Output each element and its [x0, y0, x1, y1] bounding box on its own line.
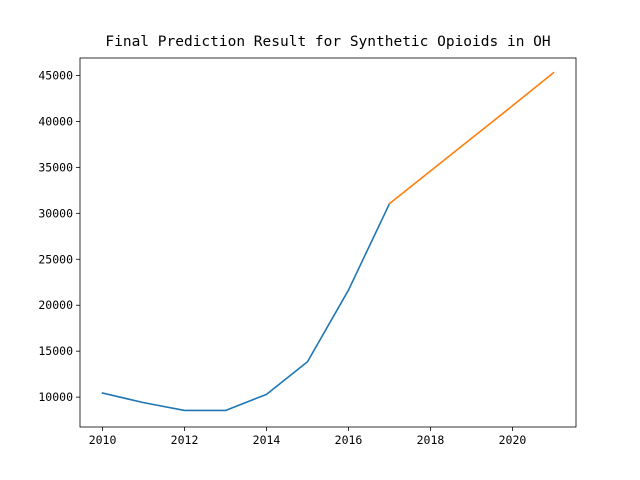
- y-axis: 10000 15000 20000 25000 30000 35000 40000 45000: [38, 68, 80, 404]
- series-layer: [101, 71, 555, 412]
- series-line-1: [101, 202, 391, 412]
- x-tick-label: 2018: [417, 433, 445, 447]
- y-tick-label: 45000: [38, 68, 73, 82]
- y-tick-label: 35000: [38, 160, 73, 174]
- series-line-2: [388, 71, 555, 205]
- x-tick-label: 2010: [89, 433, 117, 447]
- x-tick-label: 2016: [335, 433, 363, 447]
- plot-frame: [79, 57, 577, 428]
- y-tick-label: 30000: [38, 206, 73, 220]
- y-tick-label: 10000: [38, 390, 73, 404]
- y-tick-label: 25000: [38, 252, 73, 266]
- x-tick-label: 2020: [499, 433, 527, 447]
- y-tick-label: 15000: [38, 344, 73, 358]
- x-axis: 2010 2012 2014 2016 2018 2020: [89, 427, 527, 447]
- chart-title: Final Prediction Result for Synthetic Op…: [105, 34, 551, 50]
- y-tick-label: 40000: [38, 114, 73, 128]
- x-tick-label: 2012: [171, 433, 199, 447]
- y-tick-label: 20000: [38, 298, 73, 312]
- x-tick-label: 2014: [253, 433, 281, 447]
